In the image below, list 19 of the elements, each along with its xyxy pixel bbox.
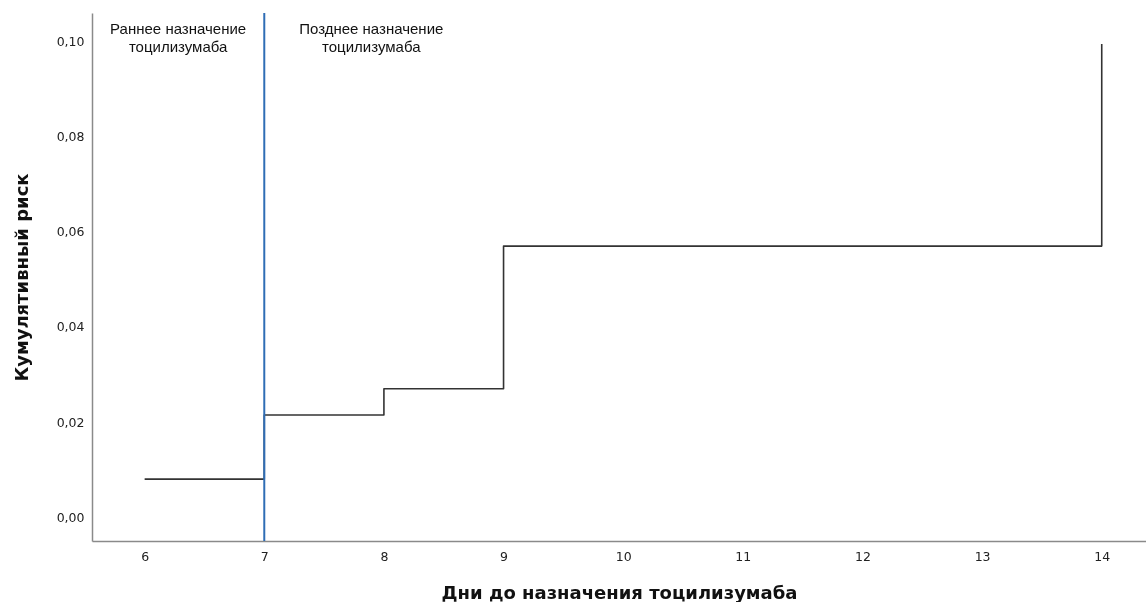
x-tick-label: 7 [260,548,269,564]
x-tick-label: 6 [141,548,150,564]
annotation: Позднее назначение тоцилизумаба [299,20,444,55]
annotation: Раннее назначение тоцилизумаба [110,20,247,55]
y-tick-label: 0,02 [56,414,85,430]
x-tick-label: 10 [615,548,632,564]
x-tick-label: 13 [974,548,991,564]
y-tick-label: 0,10 [56,34,85,50]
x-tick-label: 14 [1094,548,1111,564]
y-tick-label: 0,06 [56,224,85,240]
y-tick-label: 0,08 [56,129,85,145]
y-tick-label: 0,04 [56,319,85,335]
x-tick-label: 9 [500,548,509,564]
x-tick-label: 8 [380,548,389,564]
y-axis-title: Кумулятивный риск [10,173,32,382]
y-tick-label: 0,00 [56,509,85,525]
x-axis-title: Дни до назначения тоцилизумаба [441,582,798,602]
x-tick-label: 11 [735,548,752,564]
x-tick-label: 12 [855,548,871,564]
